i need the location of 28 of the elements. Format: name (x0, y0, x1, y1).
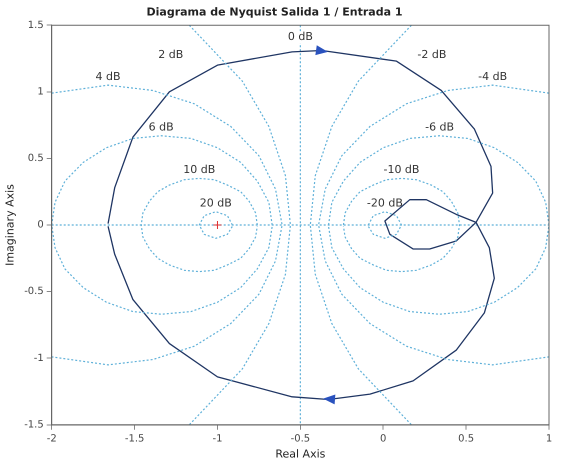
x-tick-label: -0.5 (290, 433, 310, 444)
ref-line-label: 0 dB (288, 30, 313, 44)
y-tick-label: 0.5 (28, 152, 44, 164)
series-label: 20 dB (200, 196, 232, 210)
y-tick-label: 0 (37, 220, 44, 231)
chart-title: Diagrama de Nyquist Salida 1 / Entrada 1 (146, 5, 402, 18)
y-axis-title: Imaginary Axis (3, 184, 16, 266)
series-label: -20 dB (366, 196, 403, 210)
y-tick-label: 1 (37, 86, 44, 98)
x-tick-label: 0 (380, 433, 386, 444)
x-tick-label: 1 (546, 433, 552, 444)
series-label: -2 dB (417, 48, 446, 62)
y-tick-label: -1 (34, 352, 44, 364)
series-label: 2 dB (158, 48, 184, 62)
series-label: -6 dB (425, 120, 454, 134)
series-label: -4 dB (478, 70, 508, 83)
x-tick-label: -2 (46, 433, 57, 444)
x-tick-label: 0.5 (458, 433, 474, 444)
series-label: 6 dB (148, 120, 174, 134)
y-tick-label: -1.5 (24, 419, 44, 430)
x-axis-title: Real Axis (275, 447, 326, 460)
x-tick-label: -1 (212, 433, 222, 444)
series-label: 4 dB (96, 70, 121, 83)
x-tick-label: -1.5 (124, 433, 144, 444)
y-tick-label: 1.5 (28, 20, 44, 31)
series-label: -10 dB (383, 163, 420, 176)
y-tick-label: -0.5 (24, 286, 44, 298)
series-label: 10 dB (183, 163, 216, 176)
